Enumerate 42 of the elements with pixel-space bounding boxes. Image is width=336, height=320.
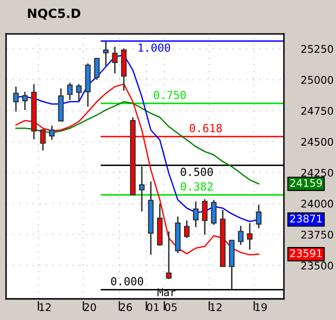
x-tick-label: 12	[210, 303, 222, 311]
x-tick-label: 20	[84, 303, 96, 312]
candlestick	[238, 225, 244, 246]
y-tick-label: 24250	[301, 168, 334, 177]
candlestick	[184, 220, 190, 239]
x-tick-label: 19	[255, 303, 267, 312]
candlestick	[67, 82, 73, 101]
text: 24159	[290, 179, 322, 187]
y-tick-label: 25250	[301, 45, 334, 53]
candlestick	[103, 40, 109, 68]
candlestick	[210, 199, 217, 226]
y-tick-label: 23750	[301, 230, 334, 239]
candlestick	[202, 198, 208, 236]
candlestick	[22, 91, 28, 111]
annotation: 0.618	[190, 124, 222, 132]
x-tick-label: 12	[40, 303, 51, 311]
text: 23871	[290, 214, 322, 223]
candlestick	[192, 200, 199, 228]
candlestick	[94, 58, 100, 80]
x-tick-label: 01	[147, 303, 159, 312]
candlestick	[256, 204, 262, 229]
candlestick	[139, 166, 145, 212]
candlestick	[13, 86, 19, 112]
chart-title: NQC5.D	[28, 8, 80, 20]
y-tick-label: 24750	[301, 106, 334, 115]
x-tick-label: 05	[165, 303, 177, 312]
candlestick	[49, 124, 55, 141]
candlestick	[40, 128, 46, 152]
candlestick	[76, 83, 82, 102]
annotation: 0.000	[111, 277, 144, 286]
candlestick	[112, 46, 118, 74]
annotation: 1.000	[138, 43, 170, 52]
text: 23591	[290, 249, 322, 258]
annotation: 0.750	[154, 90, 186, 100]
x-tick-label: 26	[120, 303, 132, 312]
annotation: 0.500	[180, 168, 213, 176]
y-tick-label: 24000	[301, 200, 334, 208]
annotation: 0.382	[180, 182, 213, 191]
y-tick-label: 23500	[301, 262, 334, 270]
y-tick-label: 24500	[301, 138, 334, 146]
y-tick-label: 25000	[301, 76, 334, 84]
candlestick	[246, 222, 253, 250]
